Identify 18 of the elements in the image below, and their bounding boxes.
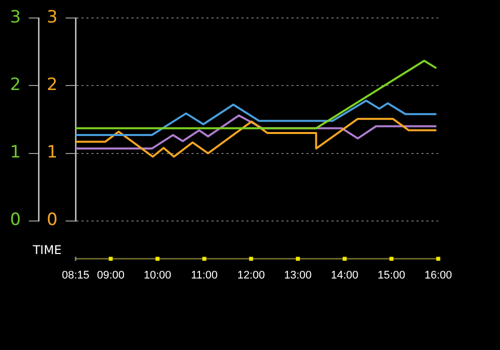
x-tick-label: 13:00 <box>284 269 312 282</box>
x-axis-title: TIME <box>32 242 62 257</box>
x-tick-label: 11:00 <box>190 269 218 282</box>
y2-tick-label: 2 <box>46 75 58 96</box>
y-tick-label: 1 <box>10 142 21 163</box>
y-tick-label: 2 <box>10 75 21 96</box>
y-tick-label: 0 <box>10 210 21 230</box>
x-tick-label: 15:00 <box>378 269 406 282</box>
x-tick-label: 16:00 <box>424 269 452 282</box>
y-tick-label: 3 <box>10 8 21 28</box>
x-tick-label: 09:00 <box>96 269 124 282</box>
y2-tick-label: 0 <box>46 210 58 230</box>
x-tick-label: 10:00 <box>144 269 172 282</box>
x-tick-label: 12:00 <box>237 269 265 282</box>
y2-tick-label: 1 <box>46 142 58 163</box>
y2-tick-label: 3 <box>46 8 58 28</box>
x-tick-label: 14:00 <box>330 269 358 282</box>
x-tick-label: 08:15 <box>62 269 90 282</box>
